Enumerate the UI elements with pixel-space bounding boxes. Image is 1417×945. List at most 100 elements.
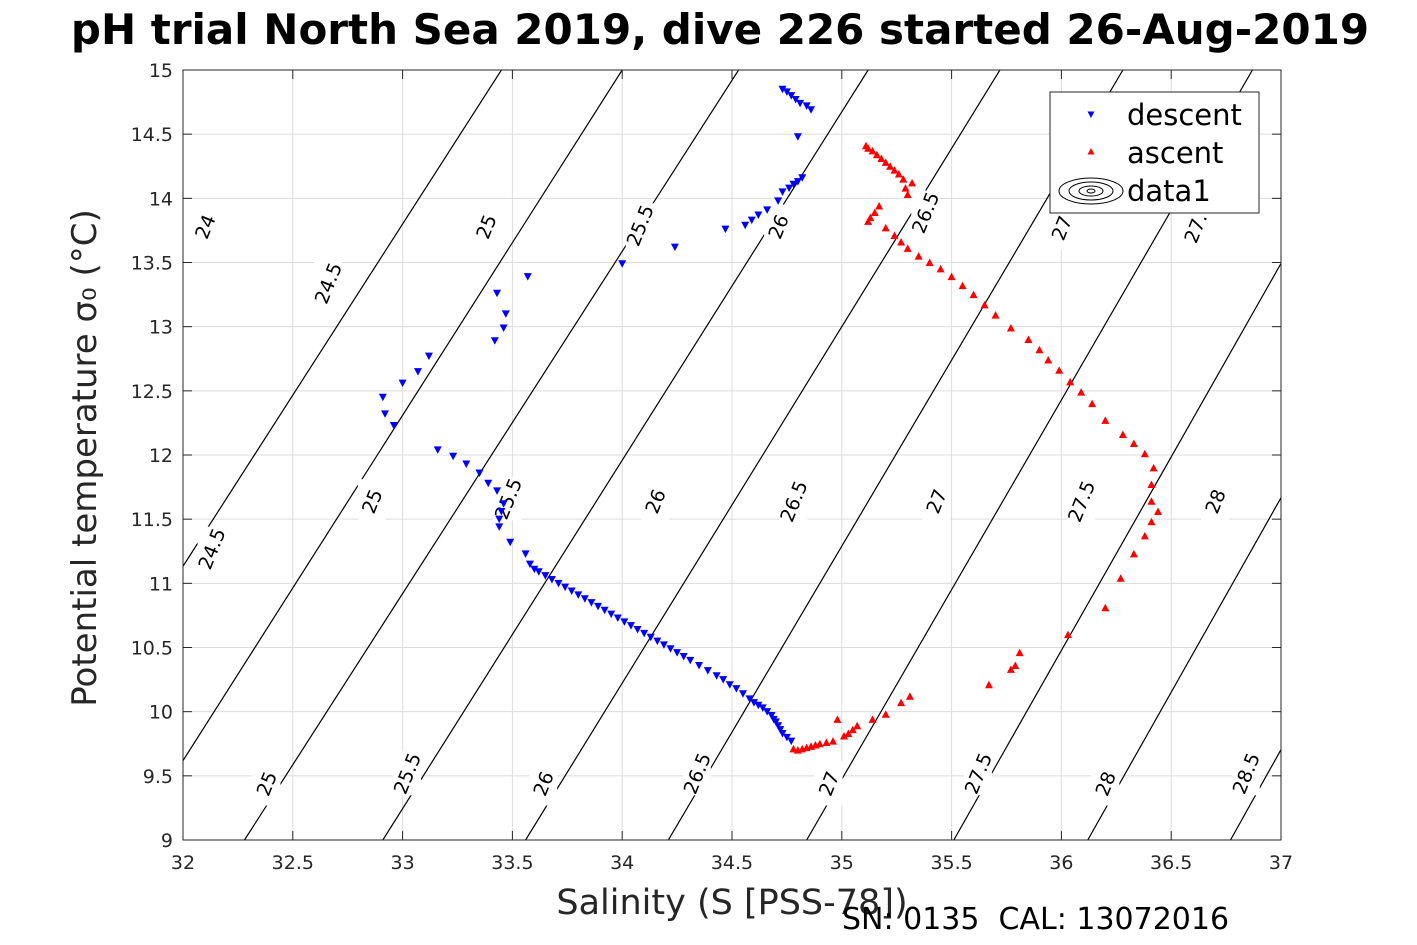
contour-label-bg (357, 479, 386, 524)
y-tick-label: 13 (149, 317, 173, 339)
ascent-point (853, 721, 862, 730)
descent-point (807, 106, 816, 114)
descent-point (398, 379, 407, 388)
contour-label-bg (190, 204, 219, 249)
legend-marker-descent (1087, 111, 1095, 118)
ascent-point (890, 166, 899, 174)
descent-point (771, 718, 780, 726)
descent-point (787, 737, 796, 746)
ascent-point (1088, 399, 1097, 408)
ascent-point (1101, 603, 1110, 612)
legend-marker-ascent (1087, 148, 1095, 155)
ascent-point (1006, 323, 1015, 332)
descent-point (758, 704, 767, 712)
descent-point (754, 701, 763, 710)
descent-point (646, 633, 655, 642)
descent-point (381, 410, 390, 418)
ascent-point (1147, 480, 1156, 489)
ascent-point (864, 144, 873, 152)
descent-point (490, 337, 499, 345)
descent-point (670, 243, 679, 252)
contour-label-bg (1231, 751, 1260, 796)
descent-point (686, 656, 695, 665)
chart-title: pH trial North Sea 2019, dive 226 starte… (71, 5, 1369, 54)
x-tick-label: 36.5 (1150, 852, 1192, 874)
ascent-point (1147, 517, 1156, 526)
y-tick-label: 13.5 (131, 253, 173, 275)
ascent-point (868, 146, 877, 155)
descent-point (763, 708, 772, 716)
descent-point (679, 652, 688, 661)
descent-point (523, 273, 532, 281)
descent-point (741, 221, 750, 230)
descent-point (499, 324, 508, 332)
descent-point (767, 712, 776, 720)
descent-point (547, 575, 556, 584)
contour-label-bg (252, 761, 281, 806)
descent-point (580, 595, 589, 603)
y-tick-label: 11.5 (131, 509, 173, 531)
contour-label-bg (814, 761, 843, 806)
ascent-point (875, 202, 884, 210)
descent-point (659, 641, 668, 649)
descent-point (541, 572, 550, 580)
legend-box (1049, 91, 1260, 214)
descent-point (778, 188, 787, 196)
descent-point (732, 685, 741, 693)
isopycnal-25-5 (382, 70, 869, 840)
isopycnal-24 (183, 70, 502, 568)
ascent-point (905, 692, 914, 700)
descent-point (433, 446, 442, 454)
y-tick-label: 11 (149, 573, 173, 595)
contour-label-bg (472, 204, 501, 249)
x-axis-label: Salinity (S [PSS-78]) (556, 883, 907, 923)
legend-marker-data1 (1058, 177, 1124, 205)
descent-point (554, 579, 563, 588)
descent-point (719, 676, 728, 684)
ascent-point (815, 739, 824, 748)
descent-point (626, 622, 635, 630)
descent-point (791, 96, 800, 104)
x-tick-label: 36 (1049, 852, 1073, 874)
y-tick-label: 9.5 (143, 766, 173, 788)
descent-point (712, 672, 721, 680)
descent-point (640, 629, 649, 638)
legend: descent ascent data1 (1049, 91, 1260, 214)
descent-point (475, 469, 484, 477)
contour-label-bg (625, 203, 654, 248)
descent-point (673, 649, 682, 657)
ascent-point (903, 190, 912, 198)
y-tick-label: 9 (161, 830, 173, 852)
descent-point (738, 690, 747, 698)
descent-point (506, 538, 515, 547)
descent-point (534, 568, 543, 576)
contour-label-bg (197, 526, 226, 571)
ascent-point (829, 737, 838, 745)
descent-point (493, 289, 502, 298)
descent-point (721, 225, 730, 234)
descent-point (774, 197, 783, 205)
ascent-point (947, 272, 956, 281)
descent-point (613, 614, 622, 622)
ascent-point (901, 184, 910, 192)
ascent-point (1154, 507, 1163, 515)
descent-point (600, 606, 609, 615)
isopycnal-28 (1087, 496, 1281, 840)
ascent-point (1116, 574, 1125, 582)
ascent-point (1129, 439, 1138, 447)
ascent-point (1129, 549, 1138, 558)
descent-point (497, 507, 506, 516)
descent-point (495, 523, 504, 531)
contour-label-bg (392, 751, 421, 796)
ascent-point (984, 680, 993, 689)
ascent-point (890, 231, 899, 240)
ascent-point (899, 175, 908, 183)
isopycnal-26-5 (667, 70, 1124, 840)
ascent-point (897, 698, 906, 707)
descent-point (413, 368, 422, 376)
ascent-point (1011, 661, 1020, 669)
ascent-point (848, 725, 857, 734)
ascent-point (1140, 531, 1149, 540)
